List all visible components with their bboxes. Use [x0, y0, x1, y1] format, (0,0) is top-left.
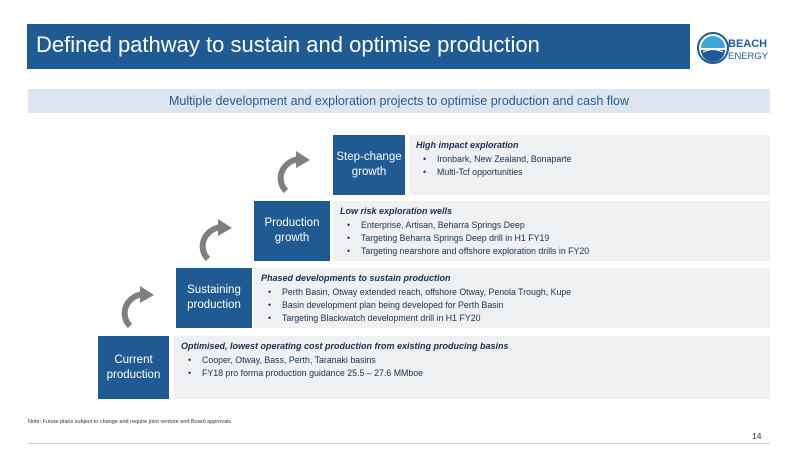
step-label-line: growth [351, 166, 387, 178]
step-label-production-growth: Production growth [254, 201, 330, 261]
logo-text-beach: BEACH [728, 38, 767, 50]
step-panel-production-growth: Low risk exploration wells Enterprise, A… [333, 201, 770, 261]
step-label-sustaining-production: Sustaining production [176, 268, 252, 328]
bullet-item: Targeting Blackwatch development drill i… [268, 312, 571, 325]
panel-heading: Phased developments to sustain productio… [261, 273, 451, 283]
curved-arrow-icon [277, 151, 310, 194]
step-label-line: growth [274, 232, 310, 244]
step-label-line: Step-change [336, 151, 402, 163]
step-label-step-change-growth: Step-change growth [333, 135, 405, 195]
bullet-list: Ironbark, New Zealand, Bonaparte Multi-T… [423, 153, 571, 179]
beach-energy-logo-icon: BEACH ENERGY [697, 32, 769, 64]
bullet-list: Enterprise, Artisan, Beharra Springs Dee… [347, 219, 589, 258]
bullet-item: Targeting Beharra Springs Deep drill in … [347, 232, 589, 245]
page-title: Defined pathway to sustain and optimise … [36, 32, 540, 57]
subtitle-banner: Multiple development and exploration pro… [28, 89, 770, 113]
panel-heading: Optimised, lowest operating cost product… [181, 341, 509, 351]
logo-text-energy: ENERGY [728, 51, 769, 62]
bullet-item: Enterprise, Artisan, Beharra Springs Dee… [347, 219, 589, 232]
bullet-item: Perth Basin, Otway extended reach, offsh… [268, 286, 571, 299]
bullet-item: FY18 pro forma production guidance 25.5 … [188, 367, 423, 380]
step-label-line: production [187, 299, 241, 311]
bullet-item: Targeting nearshore and offshore explora… [347, 245, 589, 258]
step-label-line: Sustaining [187, 284, 241, 296]
bullet-item: Multi-Tcf opportunities [423, 166, 571, 179]
step-panel-sustaining-production: Phased developments to sustain productio… [254, 268, 770, 328]
step-label-line: production [106, 368, 161, 381]
bullet-item: Cooper, Otway, Bass, Perth, Taranaki bas… [188, 354, 423, 367]
title-band [27, 24, 690, 69]
step-panel-step-change-growth: High impact exploration Ironbark, New Ze… [409, 135, 770, 195]
bullet-list: Cooper, Otway, Bass, Perth, Taranaki bas… [188, 354, 423, 380]
bullet-list: Perth Basin, Otway extended reach, offsh… [268, 286, 571, 325]
step-label-line: Current [114, 353, 153, 366]
panel-heading: Low risk exploration wells [340, 206, 453, 216]
beach-energy-logo: BEACH ENERGY [697, 30, 777, 66]
panel-heading: High impact exploration [416, 140, 519, 150]
curved-arrow-icon [199, 219, 232, 262]
curved-arrow-icon [121, 286, 154, 329]
bullet-item: Basin development plan being developed f… [268, 299, 571, 312]
bullet-item: Ironbark, New Zealand, Bonaparte [423, 153, 571, 166]
step-panel-current-production: Optimised, lowest operating cost product… [174, 336, 770, 399]
step-label-current-production: Current production [98, 336, 169, 399]
footnote: Note: Future plans subject to change and… [28, 419, 233, 425]
step-label-line: Production [264, 217, 320, 229]
page-number: 14 [752, 431, 762, 441]
subtitle-text: Multiple development and exploration pro… [169, 94, 629, 108]
footer-divider [28, 443, 770, 444]
